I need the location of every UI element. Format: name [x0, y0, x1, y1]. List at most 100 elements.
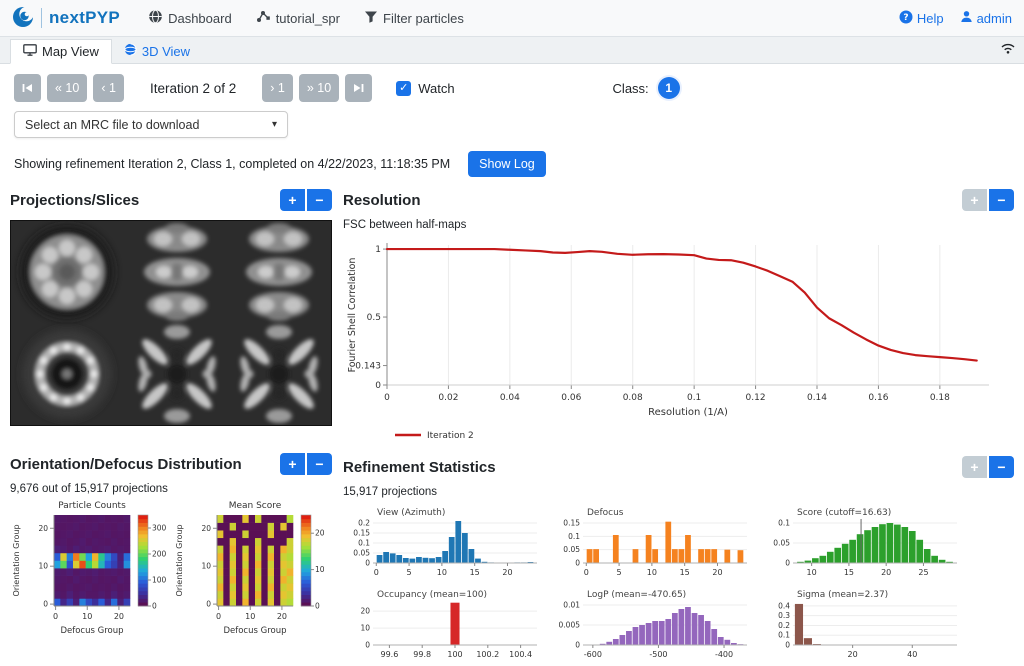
svg-text:0: 0 [575, 559, 580, 568]
panel-title: Orientation/Defocus Distribution [10, 456, 242, 473]
tab-label: 3D View [142, 44, 190, 59]
zoom-in-button[interactable]: + [280, 453, 305, 475]
zoom-in-button[interactable]: + [280, 189, 305, 211]
orientation-zoom-controls: + − [280, 453, 332, 475]
svg-text:0: 0 [216, 612, 221, 621]
iteration-label: Iteration 2 of 2 [150, 81, 236, 96]
left-column: Projections/Slices + − [10, 177, 332, 666]
chevron-down-icon: ▾ [272, 119, 277, 130]
brand-divider [41, 8, 42, 28]
projections-panel-header: Projections/Slices + − [10, 186, 332, 214]
svg-text:0.2: 0.2 [358, 519, 370, 528]
svg-text:-600: -600 [584, 650, 602, 659]
skip-to-first-button[interactable] [14, 74, 41, 102]
svg-text:100.4: 100.4 [509, 650, 532, 659]
svg-text:200: 200 [152, 550, 167, 559]
watch-checkbox[interactable]: ✓ [396, 81, 411, 96]
nav-item-filter-particles[interactable]: Filter particles [364, 10, 464, 27]
zoom-out-button[interactable]: − [307, 453, 332, 475]
zoom-out-button[interactable]: − [989, 189, 1014, 211]
svg-text:10: 10 [245, 612, 255, 621]
watch-control: ✓ Watch [396, 81, 454, 96]
zoom-out-button[interactable]: − [307, 189, 332, 211]
svg-text:0.06: 0.06 [561, 393, 581, 403]
svg-text:0: 0 [785, 641, 790, 650]
svg-text:0.15: 0.15 [563, 519, 580, 528]
svg-text:5: 5 [407, 568, 412, 577]
svg-text:0.05: 0.05 [773, 539, 790, 548]
admin-link[interactable]: admin [960, 10, 1012, 27]
statistics-panel-header: Refinement Statistics + − [343, 453, 1014, 481]
svg-text:100: 100 [447, 650, 462, 659]
zoom-in-button[interactable]: + [962, 456, 987, 478]
mrc-file-select[interactable]: Select an MRC file to download ▾ [14, 111, 288, 138]
svg-text:LogP (mean=-470.65): LogP (mean=-470.65) [587, 590, 686, 600]
panel-title: Projections/Slices [10, 192, 139, 209]
refinement-status-text: Showing refinement Iteration 2, Class 1,… [14, 157, 450, 171]
projections-zoom-controls: + − [280, 189, 332, 211]
back-10-button[interactable]: « 10 [47, 74, 87, 102]
nav-item-dashboard[interactable]: Dashboard [148, 9, 232, 27]
skip-to-last-button[interactable] [345, 74, 372, 102]
help-label: Help [917, 11, 944, 26]
iteration-controls: « 10 ‹ 1 Iteration 2 of 2 › 1 » 10 ✓ Wat… [14, 74, 1024, 102]
svg-text:15: 15 [470, 568, 480, 577]
svg-text:0.18: 0.18 [930, 393, 950, 403]
help-link[interactable]: ? Help [899, 10, 944, 27]
svg-text:Occupancy (mean=100): Occupancy (mean=100) [377, 590, 487, 600]
zoom-out-button[interactable]: − [989, 456, 1014, 478]
dashboard-icon [148, 9, 163, 27]
orientation-panel-header: Orientation/Defocus Distribution + − [10, 450, 332, 478]
status-row: Showing refinement Iteration 2, Class 1,… [14, 151, 1024, 177]
forward-1-button[interactable]: › 1 [262, 74, 293, 102]
svg-text:10: 10 [315, 565, 325, 574]
filter-icon [364, 10, 378, 27]
tab-map-view[interactable]: Map View [10, 39, 112, 64]
user-icon [960, 10, 973, 26]
svg-text:20: 20 [201, 524, 211, 533]
svg-text:0.3: 0.3 [778, 611, 790, 620]
svg-text:25: 25 [918, 568, 928, 577]
nav-item-label: Filter particles [383, 11, 464, 26]
show-log-button[interactable]: Show Log [468, 151, 546, 177]
svg-text:-500: -500 [649, 650, 667, 659]
watch-label: Watch [418, 81, 454, 96]
view-tabbar: Map View 3D View [0, 37, 1024, 64]
svg-text:1: 1 [375, 245, 381, 255]
nav-item-project[interactable]: tutorial_spr [256, 9, 340, 27]
svg-text:0.05: 0.05 [353, 549, 370, 558]
svg-text:0.5: 0.5 [367, 313, 381, 323]
tab-3d-view[interactable]: 3D View [112, 39, 202, 63]
svg-text:0: 0 [584, 568, 589, 577]
brand-name[interactable]: nextPYP [49, 8, 120, 28]
svg-text:-400: -400 [715, 650, 733, 659]
tab-label: Map View [42, 44, 99, 59]
class-selector: Class: 1 [613, 77, 680, 99]
resolution-subtitle: FSC between half-maps [343, 219, 1014, 231]
svg-text:0: 0 [365, 641, 370, 650]
forward-10-button[interactable]: » 10 [299, 74, 339, 102]
svg-text:20: 20 [114, 612, 124, 621]
admin-label: admin [977, 11, 1012, 26]
projections-image [10, 220, 332, 426]
svg-text:5: 5 [617, 568, 622, 577]
project-graph-icon [256, 9, 271, 27]
back-1-button[interactable]: ‹ 1 [93, 74, 124, 102]
svg-text:0: 0 [315, 602, 320, 611]
help-icon: ? [899, 10, 913, 27]
class-1-badge[interactable]: 1 [658, 77, 680, 99]
svg-text:10: 10 [647, 568, 657, 577]
brand[interactable]: nextPYP [12, 6, 120, 31]
zoom-in-button[interactable]: + [962, 189, 987, 211]
svg-text:20: 20 [277, 612, 287, 621]
svg-text:Defocus Group: Defocus Group [60, 626, 123, 636]
svg-text:Resolution (1/A): Resolution (1/A) [648, 407, 728, 418]
svg-text:0.1: 0.1 [358, 539, 370, 548]
